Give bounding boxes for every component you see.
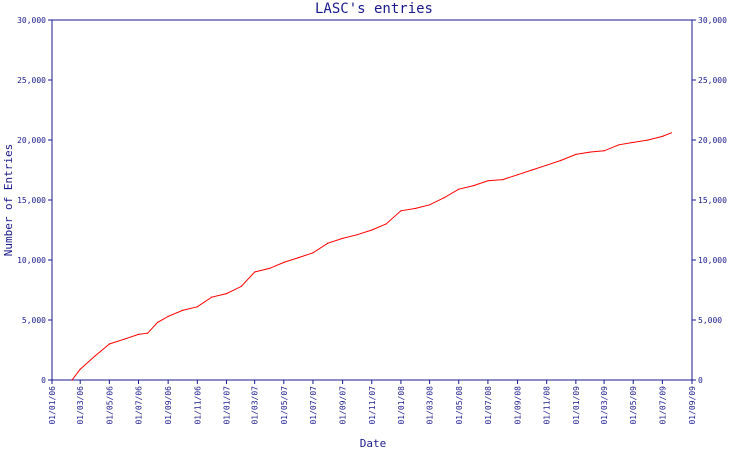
data-point xyxy=(516,174,519,176)
data-point xyxy=(502,179,504,181)
data-point xyxy=(298,257,300,259)
data-point xyxy=(240,285,242,287)
y-tick-label-left: 0 xyxy=(41,376,46,385)
data-point xyxy=(123,338,125,340)
series-line xyxy=(71,132,672,381)
plot-area-frame xyxy=(51,19,693,381)
data-point xyxy=(546,164,548,166)
y-tick-label-right: 25,000 xyxy=(698,76,727,85)
data-point xyxy=(327,242,329,244)
data-point xyxy=(618,144,620,146)
data-point xyxy=(356,234,358,236)
y-tick-label-right: 30,000 xyxy=(698,16,727,25)
x-tick-label: 01/11/08 xyxy=(543,386,552,425)
x-tick-label: 01/09/09 xyxy=(688,386,697,425)
x-tick-label: 01/09/08 xyxy=(514,386,523,425)
x-tick-label: 01/07/06 xyxy=(135,386,144,425)
data-point xyxy=(661,135,664,137)
x-tick-label: 01/07/07 xyxy=(309,386,318,425)
x-tick-label: 01/05/07 xyxy=(280,386,289,425)
y-tick-label-left: 20,000 xyxy=(17,136,46,145)
data-point xyxy=(147,332,149,334)
y-tick-label-left: 5,000 xyxy=(22,316,46,325)
x-tick-label: 01/03/09 xyxy=(600,386,609,425)
data-point xyxy=(415,207,417,209)
x-tick-label: 01/03/06 xyxy=(76,386,85,425)
y-tick-label-right: 15,000 xyxy=(698,196,727,205)
data-point xyxy=(108,343,110,345)
x-tick-label: 01/09/06 xyxy=(164,386,173,425)
data-point xyxy=(400,210,402,212)
data-point xyxy=(473,185,475,187)
x-tick-label: 01/01/09 xyxy=(572,386,581,425)
data-point xyxy=(211,296,213,298)
data-point xyxy=(167,315,169,317)
x-tick-label: 01/01/07 xyxy=(222,386,231,425)
data-point xyxy=(268,267,271,269)
y-axis-ticks: 0 0 5,000 5,000 10,000 10,000 15,000 15,000 20,0… xyxy=(17,16,727,385)
x-tick-label: 01/07/09 xyxy=(658,386,667,425)
data-point xyxy=(225,293,228,295)
x-tick-label: 01/11/06 xyxy=(193,386,202,425)
data-point xyxy=(137,333,140,335)
y-tick-label-left: 25,000 xyxy=(17,76,46,85)
data-point xyxy=(632,141,634,143)
x-tick-label: 01/07/08 xyxy=(484,386,493,425)
chart-title: LASC's entries xyxy=(315,1,433,17)
data-point xyxy=(283,261,285,263)
x-tick-label: 01/05/08 xyxy=(455,386,464,425)
x-tick-label: 01/09/07 xyxy=(339,386,348,425)
data-point xyxy=(647,139,649,141)
data-point xyxy=(560,159,562,161)
data-point xyxy=(590,151,592,153)
x-tick-label: 01/11/07 xyxy=(368,386,377,425)
x-tick-label: 01/01/06 xyxy=(48,386,57,425)
x-tick-label: 01/01/08 xyxy=(397,386,406,425)
data-point xyxy=(531,169,533,171)
x-tick-label: 01/05/09 xyxy=(629,386,638,425)
y-tick-label-right: 10,000 xyxy=(698,256,727,265)
data-point xyxy=(254,271,256,273)
x-tick-label: 01/05/06 xyxy=(105,386,114,425)
data-point xyxy=(181,309,184,311)
y-axis-label: Number of Entries xyxy=(2,144,15,257)
series-layer xyxy=(71,132,673,381)
x-tick-label: 01/03/07 xyxy=(251,386,260,425)
x-axis-ticks: 01/01/06 01/03/06 01/05/06 01/07/06 01/09/06… xyxy=(48,380,697,425)
x-axis-label: Date xyxy=(360,437,387,450)
y-tick-label-left: 30,000 xyxy=(17,16,46,25)
data-point xyxy=(487,180,489,182)
data-point xyxy=(312,252,314,254)
data-point xyxy=(79,368,81,370)
data-point xyxy=(94,355,96,357)
y-tick-label-right: 5,000 xyxy=(698,316,722,325)
y-tick-label-right: 20,000 xyxy=(698,136,727,145)
data-point xyxy=(429,204,431,206)
x-tick-label: 01/03/08 xyxy=(426,386,435,425)
data-point xyxy=(458,188,460,190)
data-point xyxy=(371,229,373,231)
y-tick-label-left: 10,000 xyxy=(17,256,46,265)
data-point xyxy=(385,223,387,225)
data-point xyxy=(575,153,577,155)
data-point xyxy=(443,197,445,199)
data-point xyxy=(157,321,159,323)
y-tick-label-right: 0 xyxy=(698,376,703,385)
y-tick-label-left: 15,000 xyxy=(17,196,46,205)
data-point xyxy=(342,237,344,239)
data-point xyxy=(603,150,605,152)
data-point xyxy=(71,379,73,381)
data-point xyxy=(670,132,673,134)
data-point xyxy=(196,306,198,308)
